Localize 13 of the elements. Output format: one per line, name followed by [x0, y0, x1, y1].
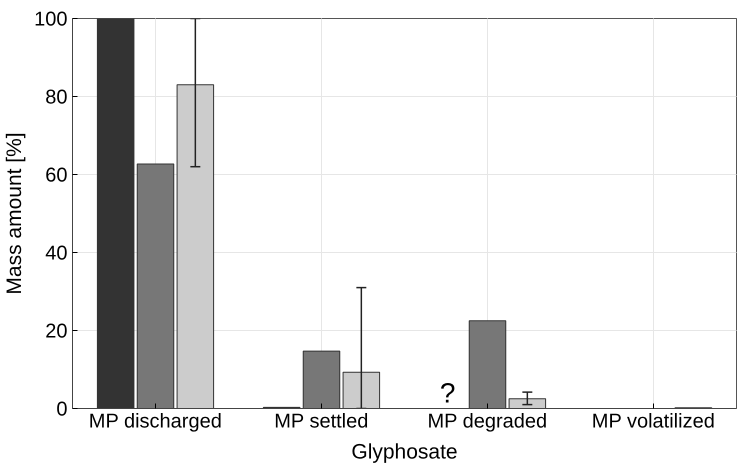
x-tick-label: MP degraded — [427, 410, 548, 432]
y-tick-label: 0 — [56, 398, 68, 420]
y-tick-label: 20 — [45, 320, 68, 342]
y-tick-label: 100 — [34, 8, 68, 30]
annotation: ? — [440, 378, 456, 408]
y-tick-label: 60 — [45, 164, 68, 186]
y-axis-title: Mass amount [%] — [3, 132, 26, 295]
x-tick-label: MP volatilized — [592, 410, 715, 432]
y-tick-label: 80 — [45, 86, 68, 108]
x-tick-label: MP settled — [274, 410, 368, 432]
y-tick-label: 40 — [45, 242, 68, 264]
x-axis-title: Glyphosate — [351, 440, 458, 464]
x-tick-label: MP discharged — [88, 410, 222, 432]
